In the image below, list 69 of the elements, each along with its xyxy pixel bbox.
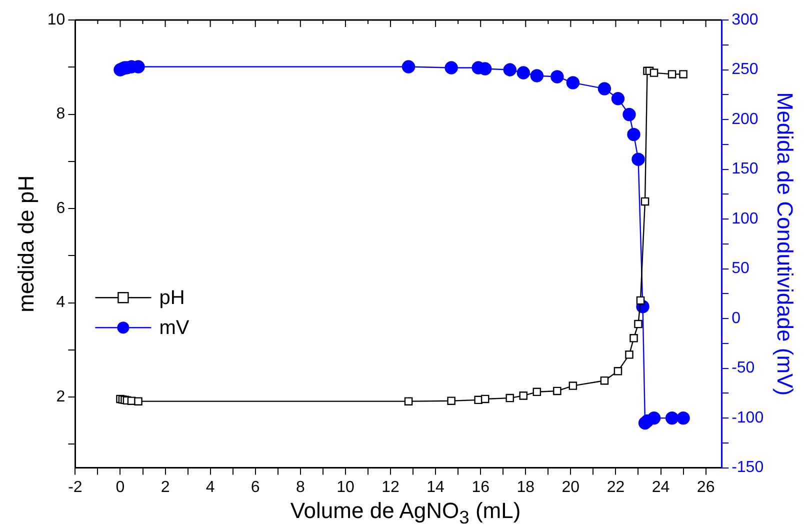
point [647,411,661,425]
y2-tick-label: -150 [732,459,764,476]
point [447,396,456,405]
y-tick-label: 8 [56,106,66,123]
x-tick-label: 6 [250,478,260,496]
y2-tick-label: -100 [732,409,764,426]
x-tick-label: 16 [472,478,490,496]
point [402,60,416,74]
x-tick-label: 20 [562,478,580,496]
point [516,66,530,80]
point [679,70,688,78]
point [568,382,578,390]
x-axis-title: Volume de AgNO$_{3}$ (mL) [289,498,522,528]
y2-axis-title: Medida de Condutividade (mV) [772,92,798,396]
y2-tick-label: 100 [732,210,758,228]
point [598,82,612,96]
x-tick-label: 0 [116,478,125,496]
point [444,61,458,74]
point [611,92,625,106]
point [532,388,542,396]
y2-tick-label: 150 [732,160,758,178]
point [676,411,690,425]
point [650,68,658,77]
point [627,128,640,142]
point [636,296,645,305]
x-tick-label: -2 [68,478,82,496]
point [632,152,645,166]
x-tick-label: 22 [606,478,625,496]
point [630,334,638,342]
point [519,392,528,400]
y-axis-title: medida de pH [13,175,38,312]
x-tick-label: 12 [382,478,400,496]
point [566,76,580,90]
point [503,63,516,76]
x-tick-label: 18 [516,478,535,496]
point [134,397,142,406]
y2-tick-label: 300 [732,11,758,28]
legend-label: pH [159,287,185,310]
point [665,411,679,425]
point [622,108,636,122]
y2-tick-label: 0 [732,310,741,327]
x-tick-label: 2 [160,478,170,496]
x-tick-label: 8 [296,478,305,496]
point [614,367,622,376]
y-tick-label: 10 [47,11,66,28]
y-tick-label: 2 [56,388,66,406]
x-tick-label: 4 [206,478,215,496]
y2-tick-label: 250 [732,61,758,78]
point [530,69,544,82]
x-tick-label: 10 [336,478,354,496]
y2-tick-label: 50 [732,260,750,278]
y2-tick-label: 200 [732,110,758,128]
x-tick-label: 24 [652,478,670,496]
point [668,70,676,78]
point [634,320,642,328]
point [404,397,413,406]
legend-label: mV [159,317,190,340]
point [640,197,650,206]
x-tick-label: 14 [426,478,445,496]
point [625,350,634,359]
point [550,70,564,84]
point [600,376,609,385]
point [480,394,490,404]
y2-tick-label: -50 [732,360,755,377]
y-tick-label: 4 [56,294,66,312]
x-tick-label: 26 [696,478,715,496]
point [506,394,514,402]
point [553,386,562,396]
y-tick-label: 6 [56,200,66,217]
